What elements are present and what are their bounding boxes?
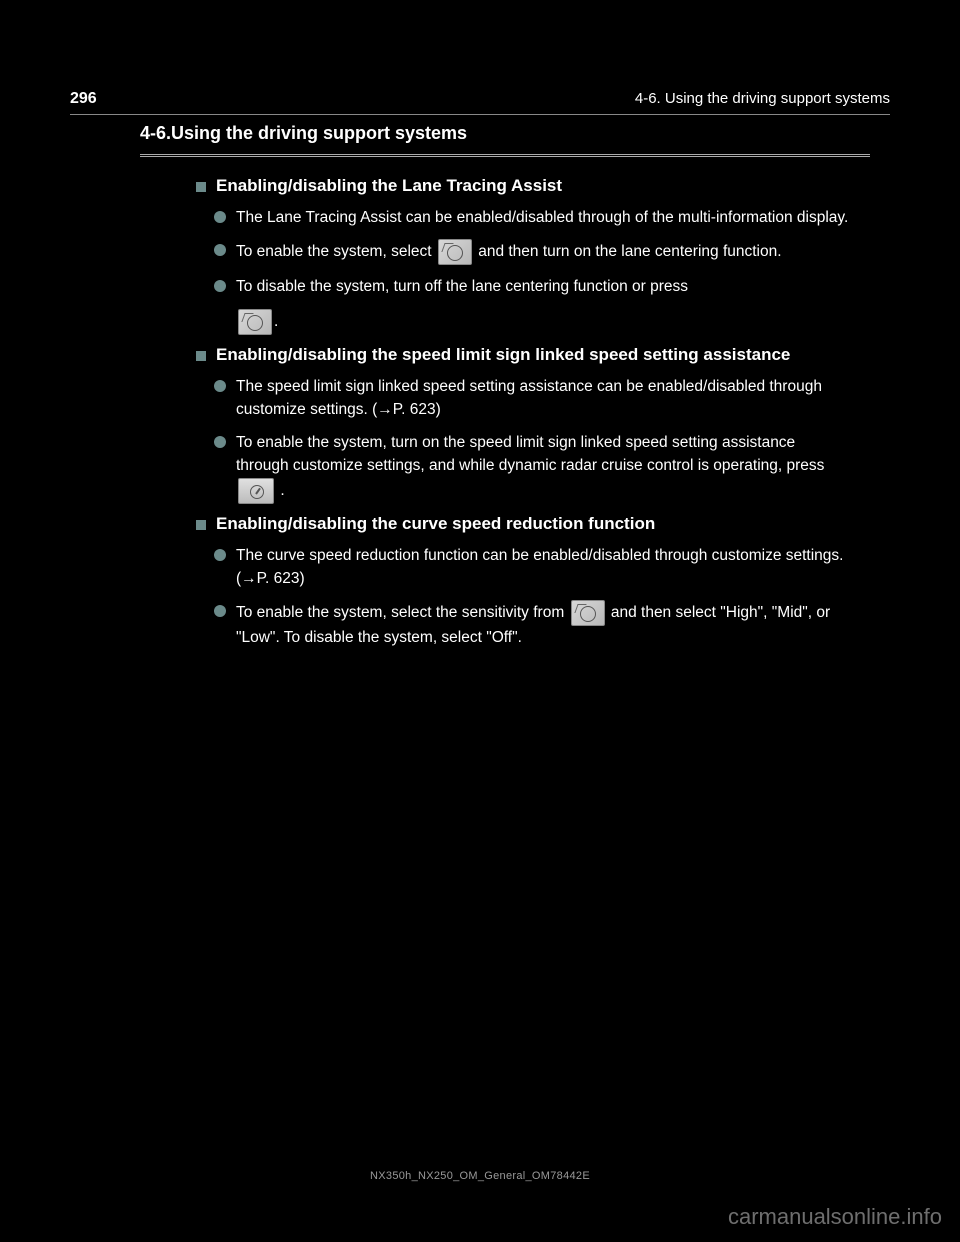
item-text: To enable the system, turn on the speed … — [236, 431, 850, 504]
road-sign-button-icon — [238, 309, 272, 335]
page-number: 296 — [70, 90, 97, 108]
section-title: Enabling/disabling the curve speed reduc… — [216, 514, 655, 534]
indent-line: . — [236, 309, 850, 335]
item-text: To enable the system, select the sensiti… — [236, 600, 850, 649]
watermark: carmanualsonline.info — [728, 1204, 942, 1230]
item-text: The Lane Tracing Assist can be enabled/d… — [236, 206, 848, 229]
text-span: To disable the system, turn off the lane… — [236, 278, 688, 295]
round-bullet-icon — [214, 549, 226, 561]
section-heading: Enabling/disabling the Lane Tracing Assi… — [196, 176, 850, 196]
text-span: To enable the system, select — [236, 243, 436, 260]
round-bullet-icon — [214, 436, 226, 448]
round-bullet-icon — [214, 211, 226, 223]
text-span: and then turn on the lane centering func… — [478, 243, 781, 260]
section-title: Enabling/disabling the speed limit sign … — [216, 345, 790, 365]
square-bullet-icon — [196, 182, 206, 192]
road-sign-button-icon — [438, 239, 472, 265]
list-item: The speed limit sign linked speed settin… — [214, 375, 850, 422]
title-rule — [140, 154, 870, 158]
section-heading: Enabling/disabling the curve speed reduc… — [196, 514, 850, 534]
round-bullet-icon — [214, 280, 226, 292]
road-sign-button-icon — [571, 600, 605, 626]
page-title: 4-6.Using the driving support systems — [140, 123, 890, 144]
header-row: 296 4-6. Using the driving support syste… — [70, 90, 890, 108]
square-bullet-icon — [196, 351, 206, 361]
round-bullet-icon — [214, 605, 226, 617]
item-text: The curve speed reduction function can b… — [236, 544, 850, 591]
header-section-path: 4-6. Using the driving support systems — [635, 90, 890, 107]
speedometer-button-icon — [238, 478, 274, 504]
text-span: To enable the system, select the sensiti… — [236, 604, 569, 621]
round-bullet-icon — [214, 244, 226, 256]
list-item: To enable the system, turn on the speed … — [214, 431, 850, 504]
list-item: To enable the system, select and then tu… — [214, 239, 850, 265]
text-span: . — [280, 482, 284, 499]
text-span: . — [274, 313, 278, 330]
text-span: of the multi-information display. — [635, 209, 848, 226]
text-span: To enable the system, turn on the speed … — [236, 434, 824, 474]
list-item: The curve speed reduction function can b… — [214, 544, 850, 591]
section-heading: Enabling/disabling the speed limit sign … — [196, 345, 850, 365]
item-text: To disable the system, turn off the lane… — [236, 275, 688, 298]
item-text: To enable the system, select and then tu… — [236, 239, 782, 265]
text-span: The Lane Tracing Assist can be enabled/d… — [236, 209, 635, 226]
footer-doc-id: NX350h_NX250_OM_General_OM78442E — [0, 1170, 960, 1182]
item-text: The speed limit sign linked speed settin… — [236, 375, 850, 422]
list-item: To disable the system, turn off the lane… — [214, 275, 850, 298]
manual-page: 296 4-6. Using the driving support syste… — [0, 0, 960, 699]
header-rule — [70, 114, 890, 115]
section-title: Enabling/disabling the Lane Tracing Assi… — [216, 176, 562, 196]
square-bullet-icon — [196, 520, 206, 530]
round-bullet-icon — [214, 380, 226, 392]
page-content: Enabling/disabling the Lane Tracing Assi… — [200, 176, 850, 649]
list-item: To enable the system, select the sensiti… — [214, 600, 850, 649]
list-item: The Lane Tracing Assist can be enabled/d… — [214, 206, 850, 229]
